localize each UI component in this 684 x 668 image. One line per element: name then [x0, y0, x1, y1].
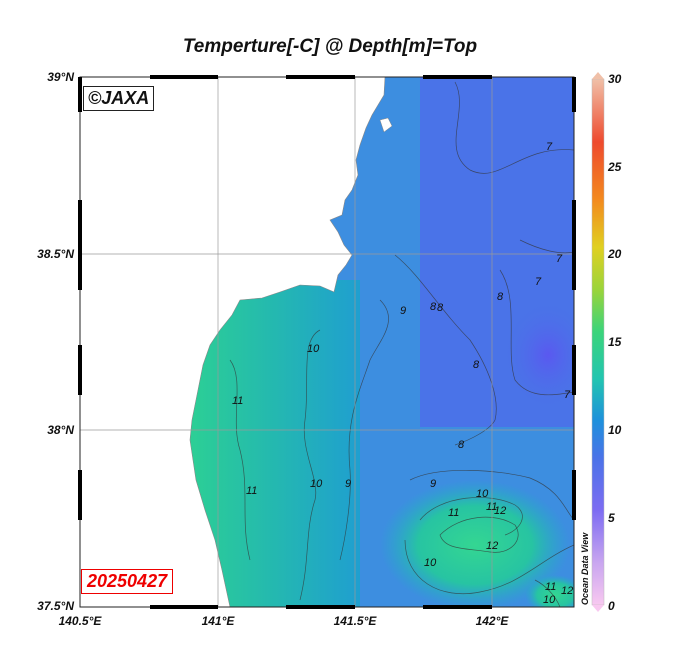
lat-label-39: 39°N — [47, 70, 74, 84]
lat-label-37.5: 37.5°N — [37, 599, 74, 613]
colorbar-label-20: 20 — [608, 247, 622, 261]
colorbar-top-arrow — [592, 72, 604, 79]
contour-label: 9 — [345, 478, 351, 490]
ocean-data-view-label: Ocean Data View — [580, 532, 590, 605]
land-mass — [80, 77, 386, 607]
contour-label: 10 — [307, 343, 320, 355]
contour-label: 7 — [546, 141, 553, 153]
contour-label: 8 — [473, 359, 480, 371]
contour-label: 12 — [486, 540, 498, 552]
contour-label: 8 — [497, 291, 504, 303]
colorbar — [591, 72, 605, 612]
contour-label: 11 — [486, 501, 497, 513]
contour-label: 11 — [448, 507, 459, 519]
colorbar-label-5: 5 — [608, 511, 615, 525]
lat-label-38: 38°N — [47, 423, 74, 437]
contour-labels: 7 7 8 7 9 8 8 10 8 7 11 8 11 10 9 9 10 1… — [232, 141, 573, 606]
contour-label: 8 — [437, 302, 444, 314]
colorbar-label-10: 10 — [608, 423, 622, 437]
contour-label: 10 — [424, 557, 437, 569]
contour-label: 10 — [310, 478, 323, 490]
contour-label: 7 — [564, 389, 571, 401]
contour-label: 11 — [246, 485, 257, 497]
colorbar-gradient — [591, 78, 605, 606]
lon-label-141.5: 141.5°E — [333, 614, 377, 628]
contour-label: 11 — [545, 581, 556, 593]
map-field: 7 7 8 7 9 8 8 10 8 7 11 8 11 10 9 9 10 1… — [80, 77, 574, 607]
colorbar-label-30: 30 — [608, 72, 622, 86]
contour-label: 9 — [430, 478, 436, 490]
contour-label: 10 — [476, 488, 489, 500]
frame-ticks — [78, 75, 576, 609]
contour-label: 8 — [430, 301, 437, 313]
lat-label-38.5: 38.5°N — [37, 247, 74, 261]
contour-label: 8 — [458, 439, 465, 451]
map-title: Temperture[-C] @ Depth[m]=Top — [182, 36, 478, 57]
contour-label: 7 — [556, 253, 563, 265]
graticule — [80, 77, 574, 607]
contour-label: 10 — [543, 594, 556, 606]
cool-eddy — [503, 300, 574, 410]
island — [379, 117, 393, 133]
lon-label-142: 142°E — [475, 614, 509, 628]
contour-label: 7 — [535, 276, 542, 288]
contour-label: 9 — [400, 305, 406, 317]
contour-label: 12 — [561, 585, 573, 597]
colorbar-label-15: 15 — [608, 335, 622, 349]
colorbar-label-0: 0 — [608, 599, 615, 613]
date-stamp: 20250427 — [81, 569, 174, 594]
contour-label: 12 — [494, 505, 506, 517]
lon-label-141: 141°E — [201, 614, 235, 628]
jaxa-watermark: ©JAXA — [83, 86, 155, 111]
colorbar-label-25: 25 — [608, 160, 622, 174]
contour-label: 11 — [232, 395, 243, 407]
lon-label-140.5: 140.5°E — [58, 614, 102, 628]
colorbar-bottom-arrow — [592, 605, 604, 612]
